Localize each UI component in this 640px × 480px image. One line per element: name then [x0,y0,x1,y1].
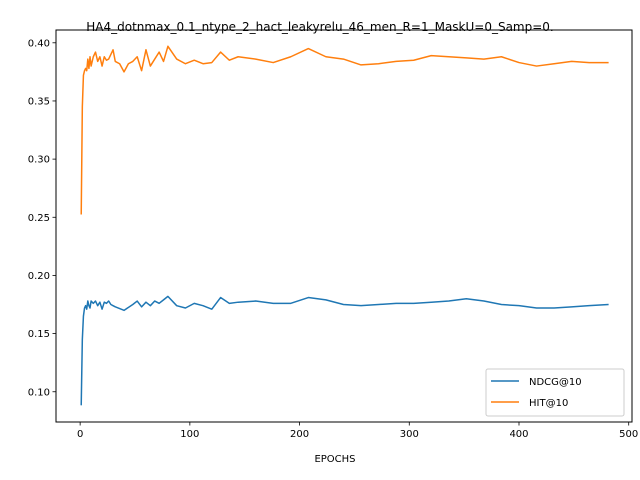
series-layer [80,45,609,406]
chart-title: HA4_dotnmax_0.1_ntype_2_hact_leakyrelu_4… [86,20,554,34]
y-tick-label: 0.40 [28,38,50,49]
x-tick-label: 100 [180,429,199,440]
y-tick-label: 0.35 [28,96,50,107]
y-axis: 0.10 0.15 0.20 0.25 0.30 0.35 0.40 [28,38,56,398]
x-axis: 0 100 200 300 400 500 [77,422,638,440]
series-line-ndcg-10 [80,295,609,406]
legend-label-hit-10: HIT@10 [529,398,568,409]
legend: NDCG@10 HIT@10 [485,368,625,417]
plot-frame [55,29,633,423]
legend-box [485,368,625,417]
y-tick-label: 0.15 [28,329,50,340]
x-tick-label: 200 [290,429,309,440]
x-tick-label: 300 [400,429,419,440]
x-tick-label: 0 [77,429,83,440]
x-axis-label: EPOCHS [314,454,355,465]
y-tick-label: 0.10 [28,387,50,398]
x-tick-label: 400 [509,429,528,440]
y-tick-label: 0.30 [28,155,50,166]
legend-label-ndcg-10: NDCG@10 [529,377,582,388]
y-tick-label: 0.25 [28,213,50,224]
series-line-hit-10 [80,45,609,215]
x-tick-label: 500 [619,429,638,440]
y-tick-label: 0.20 [28,271,50,282]
